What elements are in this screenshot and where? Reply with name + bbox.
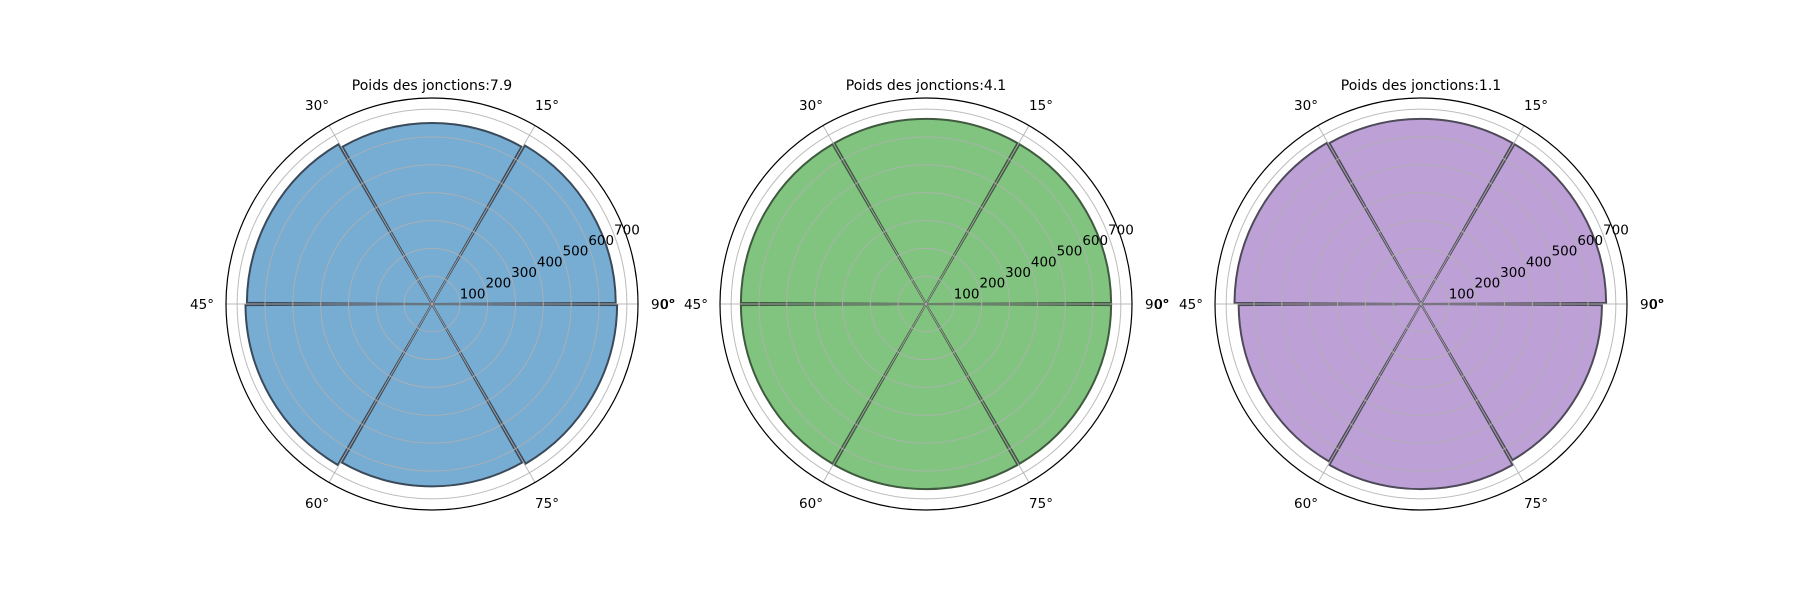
angle-tick-label: 0° <box>1649 297 1664 313</box>
angle-tick-label: 90° <box>1145 297 1169 313</box>
angle-tick-label: 45° <box>1179 297 1203 313</box>
angle-tick-label: 45° <box>190 297 214 313</box>
polar-bar-wedge <box>1233 141 1423 306</box>
polar-bar-wedge <box>430 302 619 466</box>
radial-tick-label: 100 <box>954 286 980 302</box>
radial-tick-label: 500 <box>1552 244 1578 260</box>
angle-tick-label: 60° <box>1294 496 1318 512</box>
angular-grid-line <box>1420 125 1525 305</box>
radial-tick-label: 400 <box>1031 254 1057 270</box>
angle-tick-label: 75° <box>535 496 559 512</box>
angle-tick-label: 0° <box>1154 297 1169 313</box>
polar-bar-wedge <box>833 301 1019 491</box>
radial-tick-label: 200 <box>1474 276 1500 292</box>
polar-axis-circle <box>1214 97 1628 511</box>
angular-grid-line <box>1420 303 1525 483</box>
angle-tick-label: 75° <box>1524 496 1548 512</box>
angle-tick-label: 90° <box>1640 297 1664 313</box>
polar-bar-wedge <box>1328 117 1514 307</box>
angular-grid-line <box>925 303 1030 483</box>
radial-tick-label: 500 <box>1057 244 1083 260</box>
polar-bar-wedge <box>833 117 1019 307</box>
polar-bar-wedge <box>739 142 928 306</box>
angular-grid-line <box>1317 303 1422 483</box>
radial-tick-label: 400 <box>1526 254 1552 270</box>
polar-bar-wedge <box>245 142 434 306</box>
radial-tick-label: 300 <box>511 265 537 281</box>
polar-bar-wedge <box>924 302 1113 466</box>
radial-tick-label: 600 <box>588 233 614 249</box>
radial-tick-label: 700 <box>1603 222 1629 238</box>
subplot-title: Poids des jonctions:4.1 <box>846 78 1006 94</box>
radial-tick-label: 400 <box>537 254 563 270</box>
angular-grid-line <box>925 125 1030 305</box>
polar-bar-wedge <box>1237 302 1423 463</box>
angular-grid-line <box>822 125 927 305</box>
radial-tick-label: 700 <box>614 222 640 238</box>
angular-grid-line <box>822 303 927 483</box>
angular-grid-line <box>431 303 536 483</box>
polar-bar-wedge <box>924 142 1113 306</box>
radial-tick-label: 600 <box>1082 233 1108 249</box>
radial-tick-label: 500 <box>563 244 589 260</box>
angular-grid-line <box>328 303 433 483</box>
angle-tick-label: 15° <box>535 98 559 114</box>
radial-tick-label: 100 <box>1449 286 1475 302</box>
polar-bar-wedge <box>430 144 617 306</box>
radial-tick-label: 200 <box>485 276 511 292</box>
angle-tick-label: 60° <box>799 496 823 512</box>
angle-tick-label: 15° <box>1029 98 1053 114</box>
polar-bar-wedge <box>340 301 524 488</box>
polar-bar-wedge <box>739 302 928 466</box>
polar-axis-circle <box>225 97 639 511</box>
angle-tick-label: 90° <box>651 297 675 313</box>
polar-axis-circle <box>719 97 1133 511</box>
radial-tick-label: 600 <box>1577 233 1603 249</box>
angle-tick-label: 30° <box>1294 98 1318 114</box>
angle-tick-label: 30° <box>305 98 329 114</box>
angle-tick-label: 60° <box>305 496 329 512</box>
angle-tick-label: 45° <box>684 297 708 313</box>
angle-tick-label: 75° <box>1029 496 1053 512</box>
angle-tick-label: 0° <box>660 297 675 313</box>
angular-grid-line <box>431 125 536 305</box>
angle-tick-label: 15° <box>1524 98 1548 114</box>
subplot-title: Poids des jonctions:7.9 <box>352 78 512 94</box>
subplot-title: Poids des jonctions:1.1 <box>1341 78 1501 94</box>
angular-grid-line <box>1317 125 1422 305</box>
polar-bar-wedge <box>1328 301 1514 491</box>
angle-tick-label: 30° <box>799 98 823 114</box>
polar-bar-wedge <box>244 302 434 467</box>
polar-bar-wedge <box>1419 142 1608 306</box>
angular-grid-line <box>328 125 433 305</box>
radial-tick-label: 300 <box>1005 265 1031 281</box>
polar-bar-wedge <box>1419 302 1603 462</box>
radial-tick-label: 100 <box>460 286 486 302</box>
radial-tick-label: 300 <box>1500 265 1526 281</box>
polar-bar-wedge <box>341 122 523 307</box>
radial-tick-label: 200 <box>979 276 1005 292</box>
radial-tick-label: 700 <box>1108 222 1134 238</box>
